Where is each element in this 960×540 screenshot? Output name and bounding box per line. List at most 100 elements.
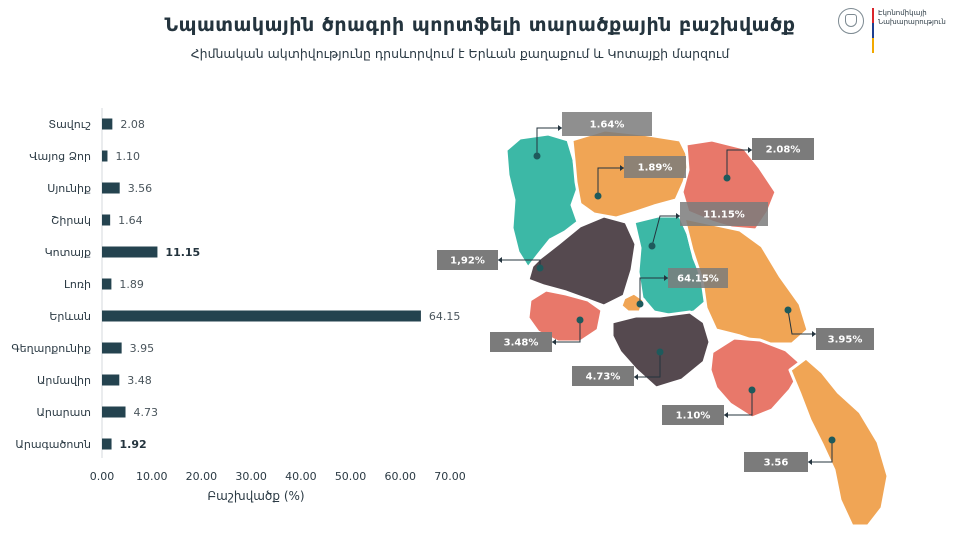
data-label: 4.73 xyxy=(134,406,159,419)
logo-text-line2: Նախարարություն xyxy=(878,18,946,26)
data-label: 1.89 xyxy=(119,278,143,291)
callout-line xyxy=(651,215,680,247)
bar xyxy=(102,374,120,386)
x-tick-label: 10.00 xyxy=(136,470,168,483)
coat-of-arms-icon xyxy=(838,8,864,34)
map-value-label: 3.56 xyxy=(764,458,789,469)
map-dot xyxy=(594,192,602,200)
map-value-box xyxy=(680,202,768,226)
arrow-head-icon xyxy=(552,339,556,345)
category-label: Արմավիր xyxy=(37,374,91,387)
callout-line xyxy=(552,320,581,343)
map-dot xyxy=(784,306,792,314)
callout-line xyxy=(724,390,753,416)
data-label: 3.95 xyxy=(130,342,155,355)
category-label: Սյունիք xyxy=(47,182,91,195)
map-dot xyxy=(828,436,836,444)
arrow-head-icon xyxy=(724,412,728,418)
ministry-logo: Էկոնոմիկայի Նախարարություն xyxy=(838,6,948,54)
map-dot xyxy=(576,316,584,324)
page-subtitle: Հիմնական ակտիվությունը դրսևորվում է Երևա… xyxy=(190,46,730,61)
category-label: Կոտայք xyxy=(45,246,91,259)
map-value-box xyxy=(437,250,498,270)
arrow-head-icon xyxy=(558,125,562,131)
map-dot xyxy=(656,348,664,356)
bar xyxy=(102,438,112,450)
arrow-head-icon xyxy=(634,374,638,380)
bar xyxy=(102,342,122,354)
bar xyxy=(102,246,158,258)
map-value-box xyxy=(744,452,808,472)
callout-line xyxy=(597,167,624,196)
data-label: 64.15 xyxy=(429,310,461,323)
page-title: Նպատակային ծրագրի պորտֆելի տարածքային բա… xyxy=(164,14,796,36)
callout-line xyxy=(639,277,668,304)
map-value-box xyxy=(662,405,724,425)
arrow-head-icon xyxy=(676,213,680,219)
x-tick-label: 0.00 xyxy=(90,470,115,483)
map-region xyxy=(526,288,604,344)
map-value-label: 11.15% xyxy=(703,210,745,221)
map-value-label: 1.64% xyxy=(590,120,625,131)
map-region xyxy=(682,216,810,346)
bar xyxy=(102,214,111,226)
map-value-label: 1,92% xyxy=(450,256,485,267)
data-label: 1.64 xyxy=(118,214,142,227)
logo-text-line1: Էկոնոմիկայի xyxy=(878,9,927,17)
x-tick-label: 50.00 xyxy=(335,470,367,483)
map-value-label: 1.10% xyxy=(676,411,711,422)
map-dot xyxy=(536,264,544,272)
map-value-label: 3.48% xyxy=(504,338,539,349)
map-value-label: 3.95% xyxy=(828,335,863,346)
x-tick-label: 70.00 xyxy=(434,470,466,483)
category-label: Գեղարքունիք xyxy=(11,342,91,355)
map-value-box xyxy=(572,366,634,386)
bar xyxy=(102,278,112,290)
callout-line xyxy=(808,440,833,463)
map-value-box xyxy=(816,328,874,350)
x-tick-label: 60.00 xyxy=(385,470,417,483)
data-label: 1.92 xyxy=(120,438,147,451)
data-label: 1.10 xyxy=(115,150,139,163)
callout-line xyxy=(536,127,562,156)
map-value-label: 64.15% xyxy=(677,274,719,285)
category-label: Շիրակ xyxy=(51,214,91,227)
map-region xyxy=(619,291,646,314)
bar-chart: Տավուշ 2.08 Վայոց Ձոր 1.10 Սյունիք 3.56 Շիրակ 1… xyxy=(11,108,466,503)
flag-stripe-icon xyxy=(872,8,874,54)
bar xyxy=(102,406,126,418)
category-label: Տավուշ xyxy=(48,118,91,131)
map-dot xyxy=(723,174,731,182)
x-tick-label: 40.00 xyxy=(285,470,317,483)
map-region xyxy=(526,214,638,308)
arrow-head-icon xyxy=(812,331,816,337)
x-axis-title: Բաշխվածք (%) xyxy=(207,489,304,503)
map-region xyxy=(504,132,580,270)
map-value-box xyxy=(490,332,552,352)
bar xyxy=(102,118,113,130)
category-label: Արարատ xyxy=(36,406,91,419)
map-value-label: 4.73% xyxy=(586,372,621,383)
category-label: Վայոց Ձոր xyxy=(29,150,91,163)
callout-line xyxy=(726,149,752,178)
arrow-head-icon xyxy=(808,459,812,465)
map-value-label: 2.08% xyxy=(766,145,801,156)
data-label: 2.08 xyxy=(120,118,145,131)
data-label: 3.48 xyxy=(127,374,152,387)
callout-line xyxy=(634,352,661,378)
map-dot xyxy=(748,386,756,394)
arrow-head-icon xyxy=(748,147,752,153)
category-label: Լոռի xyxy=(64,278,91,291)
bar xyxy=(102,310,421,322)
callout-line xyxy=(787,309,816,335)
map-region xyxy=(788,356,890,528)
map-value-box xyxy=(562,112,652,136)
map-value-box xyxy=(752,138,814,160)
map-dot xyxy=(648,242,656,250)
map-dot xyxy=(533,152,541,160)
map-dot xyxy=(636,300,644,308)
map-value-label: 1.89% xyxy=(638,163,673,174)
category-label: Արագածոտն xyxy=(15,438,91,451)
map-region xyxy=(708,336,806,420)
